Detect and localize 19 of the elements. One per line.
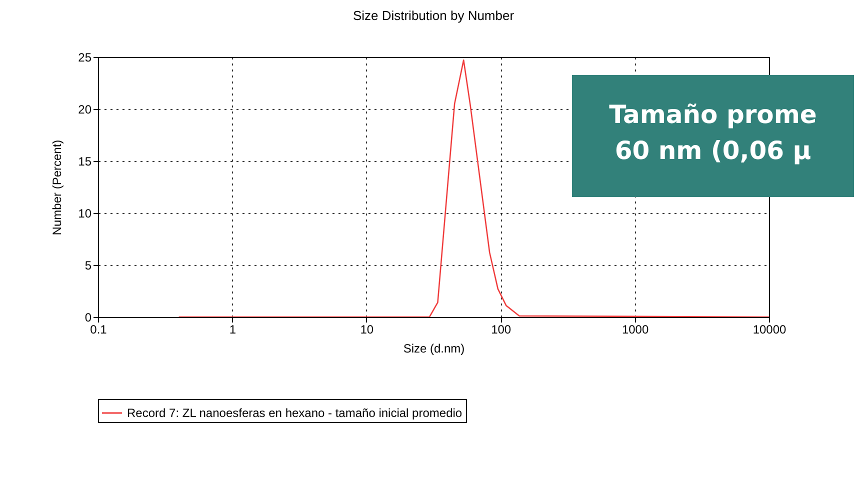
annotation: Tamaño prome — [608, 99, 818, 131]
x-tick-label: 1000 — [622, 322, 649, 336]
y-tick-label: 5 — [84, 258, 92, 272]
y-tick-label: 0 — [84, 310, 92, 324]
y-tick-label: 20 — [78, 102, 92, 116]
note-box: Tamaño prome 60 nm (0,06 µ — [572, 75, 854, 197]
x-tick-label: 100 — [491, 322, 512, 336]
y-tick-label: 15 — [78, 154, 92, 168]
chart-title: Size Distribution by Number — [352, 8, 515, 23]
annotation: 60 nm (0,06 µ — [614, 135, 812, 167]
legend-label: Record 7: ZL nanoesferas en hexano - tamaño inicial promedio — [127, 406, 462, 420]
x-tick-label: 1 — [229, 322, 236, 336]
x-tick-label: 0.1 — [90, 322, 108, 336]
x-tick-label: 10000 — [752, 322, 787, 336]
x-tick-label: 10 — [360, 322, 374, 336]
y-tick-label: 10 — [78, 206, 92, 220]
y-tick-label: 25 — [78, 50, 92, 64]
y-axis-title: Number (Percent) — [50, 140, 64, 236]
x-axis-title: Size (d.nm) — [403, 342, 465, 356]
